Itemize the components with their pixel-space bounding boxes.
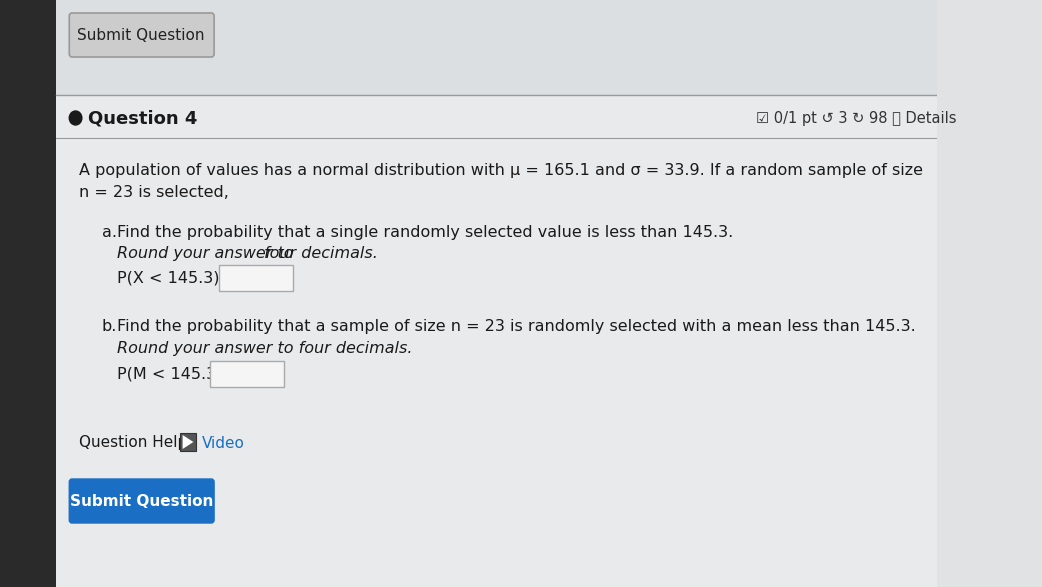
Bar [220,265,293,291]
Text: a.: a. [102,224,117,239]
Text: Submit Question: Submit Question [77,28,205,42]
Text: Question 4: Question 4 [89,109,198,127]
Text: four decimals.: four decimals. [264,245,377,261]
Text: Video: Video [201,436,245,450]
Text: Round your answer to four decimals.: Round your answer to four decimals. [117,340,413,356]
Text: P(M < 145.3) =: P(M < 145.3) = [117,366,241,382]
Text: Question Help:: Question Help: [79,436,193,450]
Polygon shape [182,435,194,449]
Text: b.: b. [102,319,117,333]
Text: Round your answer to: Round your answer to [117,245,299,261]
Text: n = 23 is selected,: n = 23 is selected, [79,184,229,200]
Circle shape [69,111,82,125]
Text: P(X < 145.3) =: P(X < 145.3) = [117,271,238,285]
Bar [180,433,196,451]
Bar [56,0,938,95]
Bar [210,361,284,387]
Text: ☑ 0/1 pt ↺ 3 ↻ 98 ⓘ Details: ☑ 0/1 pt ↺ 3 ↻ 98 ⓘ Details [755,110,957,126]
Text: Submit Question: Submit Question [70,494,213,508]
FancyBboxPatch shape [69,479,214,523]
Bar [0,0,56,587]
Text: A population of values has a normal distribution with μ = 165.1 and σ = 33.9. If: A population of values has a normal dist… [79,163,923,177]
FancyBboxPatch shape [69,13,214,57]
Text: Find the probability that a sample of size n = 23 is randomly selected with a me: Find the probability that a sample of si… [117,319,916,333]
Text: Find the probability that a single randomly selected value is less than 145.3.: Find the probability that a single rando… [117,224,734,239]
